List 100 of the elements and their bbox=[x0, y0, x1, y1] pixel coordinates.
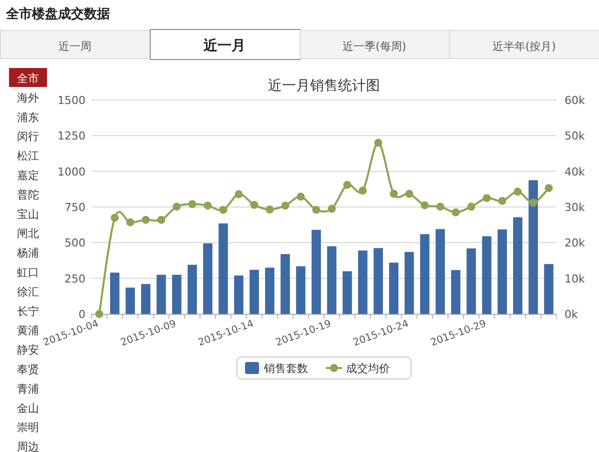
text: 静安 bbox=[17, 344, 39, 357]
bar bbox=[250, 270, 259, 314]
point bbox=[514, 188, 522, 196]
y-tick-label: 750 bbox=[64, 201, 86, 214]
bar bbox=[203, 243, 212, 314]
text: 近一月 bbox=[202, 37, 246, 54]
chart-title: 近一月销售统计图 bbox=[268, 78, 380, 94]
bar bbox=[466, 248, 476, 314]
bar bbox=[544, 264, 554, 314]
bar bbox=[482, 236, 492, 314]
bar bbox=[420, 234, 430, 314]
y-tick-label: 1500 bbox=[58, 94, 86, 107]
bar bbox=[126, 288, 135, 314]
point bbox=[482, 194, 491, 202]
point bbox=[328, 204, 336, 213]
bar bbox=[436, 229, 445, 314]
bar bbox=[280, 254, 290, 314]
text: 徐汇 bbox=[17, 285, 39, 298]
bar bbox=[342, 271, 352, 314]
bar bbox=[312, 230, 321, 314]
y2-tick-label: 30k bbox=[564, 201, 586, 214]
text: 周边 bbox=[17, 440, 39, 452]
bar bbox=[389, 262, 398, 314]
point bbox=[452, 208, 460, 216]
point bbox=[420, 201, 429, 210]
bar bbox=[374, 248, 383, 314]
text: 近半年(按月) bbox=[492, 40, 556, 53]
point bbox=[436, 202, 444, 211]
point bbox=[529, 198, 538, 207]
point bbox=[172, 202, 181, 211]
y-tick-label: 0 bbox=[78, 308, 86, 321]
point bbox=[157, 216, 166, 224]
bar bbox=[358, 250, 368, 314]
y-tick-label: 1250 bbox=[58, 130, 86, 143]
y-tick-label: 250 bbox=[64, 272, 86, 286]
point bbox=[467, 202, 476, 211]
text: 黄浦 bbox=[17, 324, 39, 338]
bar bbox=[110, 272, 120, 314]
point bbox=[498, 196, 506, 205]
text: 金山 bbox=[17, 402, 39, 415]
point bbox=[358, 186, 367, 195]
text: 奉贤 bbox=[17, 363, 39, 376]
bar bbox=[404, 252, 414, 314]
point bbox=[405, 190, 414, 198]
text: 海外 bbox=[17, 91, 39, 104]
point bbox=[266, 205, 274, 214]
y2-tick-label: 40k bbox=[564, 165, 586, 178]
bar bbox=[451, 270, 460, 314]
point bbox=[544, 184, 553, 192]
y2-tick-label: 10k bbox=[564, 272, 586, 286]
y-tick-label: 1000 bbox=[58, 165, 86, 178]
text: 近一季(每周) bbox=[342, 40, 406, 53]
y2-tick-label: 60k bbox=[564, 94, 586, 107]
text: 崇明 bbox=[17, 421, 39, 434]
bar bbox=[141, 284, 150, 314]
point bbox=[390, 190, 398, 198]
text: 虹口 bbox=[17, 266, 39, 279]
y-tick-label: 500 bbox=[64, 236, 86, 250]
text: 嘉定 bbox=[17, 169, 39, 182]
bar bbox=[188, 264, 197, 314]
point bbox=[219, 206, 228, 214]
text: 浦东 bbox=[17, 110, 39, 124]
bar bbox=[234, 275, 244, 314]
point bbox=[126, 218, 134, 226]
point bbox=[281, 202, 290, 210]
legend-label: 销售套数 bbox=[263, 362, 308, 375]
point bbox=[95, 310, 104, 318]
bar bbox=[265, 268, 274, 314]
text: 杨浦 bbox=[16, 246, 39, 260]
text: 闸北 bbox=[17, 227, 39, 240]
bar bbox=[327, 246, 336, 314]
bar bbox=[513, 217, 522, 314]
text: 松江 bbox=[17, 150, 39, 163]
point bbox=[374, 138, 382, 147]
text: 全市 bbox=[17, 72, 39, 85]
y2-tick-label: 50k bbox=[564, 130, 586, 143]
bar bbox=[156, 274, 166, 314]
point bbox=[312, 206, 320, 214]
legend-label: 成交均价 bbox=[346, 362, 390, 375]
text: 长宁 bbox=[17, 304, 39, 318]
text: 青浦 bbox=[17, 382, 39, 396]
y2-tick-label: 20k bbox=[564, 236, 586, 250]
text: 普陀 bbox=[17, 188, 39, 202]
bar bbox=[498, 229, 507, 314]
point bbox=[250, 200, 258, 209]
text: 近一周 bbox=[58, 40, 92, 53]
bar bbox=[528, 180, 538, 314]
text: 全市楼盘成交数据 bbox=[5, 6, 110, 22]
point bbox=[110, 214, 119, 222]
point bbox=[204, 202, 212, 210]
text: 宝山 bbox=[17, 208, 39, 221]
point bbox=[296, 192, 305, 201]
point bbox=[234, 190, 243, 198]
point bbox=[142, 216, 150, 224]
bar bbox=[218, 223, 228, 314]
point bbox=[343, 180, 352, 189]
bar bbox=[296, 266, 306, 314]
text: 闵行 bbox=[17, 130, 39, 144]
point bbox=[188, 200, 196, 208]
bar bbox=[172, 274, 182, 314]
